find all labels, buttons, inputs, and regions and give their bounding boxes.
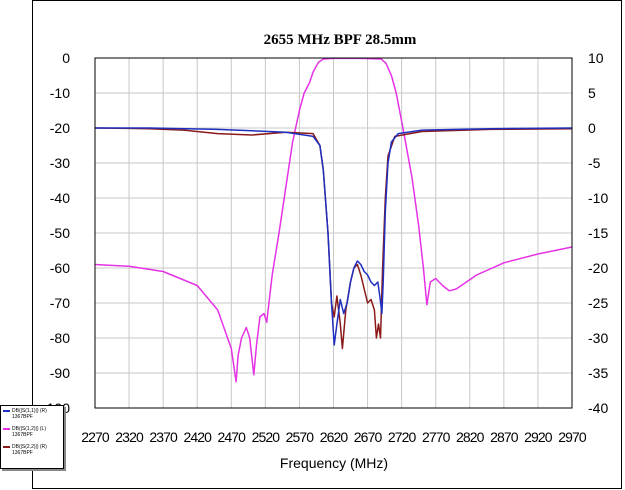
x-tick-label: 2970 xyxy=(558,429,587,445)
x-tick-label: 2320 xyxy=(115,429,144,445)
legend-label-s22: DB(|S(2,2)|) (R) xyxy=(12,444,47,450)
grid xyxy=(95,58,572,408)
series-line-s11 xyxy=(95,127,573,346)
legend-swatch-s22 xyxy=(3,446,10,448)
x-tick-label: 2870 xyxy=(490,429,519,445)
x-axis-ticks: 2270 2320 2370 2420 2470 2520 2570 2620 2670 2720… xyxy=(81,429,588,445)
right-tick-label: -30 xyxy=(588,330,608,346)
right-tick-label: -15 xyxy=(588,225,608,241)
legend-entry-s22[interactable]: DB(|S(2,2)|) (R) 1367BPF xyxy=(3,444,61,456)
right-tick-label: 0 xyxy=(588,120,596,136)
left-tick-label: 0 xyxy=(62,50,70,66)
x-tick-label: 2670 xyxy=(354,429,383,445)
series-layer xyxy=(94,57,573,383)
legend[interactable]: DB(|S(1,1)|) (R) 1367BPF DB(|S(1,2)|) (L… xyxy=(0,405,64,469)
x-tick-label: 2920 xyxy=(524,429,553,445)
x-tick-label: 2420 xyxy=(183,429,212,445)
left-tick-label: -50 xyxy=(50,225,70,241)
right-tick-label: 10 xyxy=(588,50,604,66)
right-tick-label: 5 xyxy=(588,85,596,101)
left-tick-label: -60 xyxy=(50,260,70,276)
plot-border xyxy=(94,57,573,409)
x-tick-label: 2520 xyxy=(252,429,281,445)
right-tick-label: -5 xyxy=(588,155,601,171)
right-tick-label: -10 xyxy=(588,190,608,206)
legend-swatch-s11 xyxy=(3,410,10,412)
right-tick-label: -40 xyxy=(588,400,608,416)
legend-source-s11: 1367BPF xyxy=(12,414,33,420)
legend-entry-s12[interactable]: DB(|S(1,2)|) (L) 1367BPF xyxy=(3,426,61,438)
right-axis-ticks: 10 5 0 -5 -10 -15 -20 -25 -30 -35 -40 xyxy=(588,50,608,416)
left-axis-ticks: 0-10-20-30-40-50-60-70-80-90-100 xyxy=(42,50,70,416)
left-tick-label: -90 xyxy=(50,365,70,381)
x-tick-label: 2770 xyxy=(422,429,451,445)
legend-source-s12: 1367BPF xyxy=(12,432,33,438)
left-tick-label: -30 xyxy=(50,155,70,171)
x-tick-label: 2820 xyxy=(456,429,485,445)
legend-swatch-s12 xyxy=(3,428,10,430)
legend-label-s12: DB(|S(1,2)|) (L) xyxy=(12,426,46,432)
x-tick-label: 2470 xyxy=(218,429,247,445)
left-tick-label: -10 xyxy=(50,85,70,101)
x-axis-label: Frequency (MHz) xyxy=(280,455,388,471)
x-tick-label: 2570 xyxy=(286,429,315,445)
x-tick-label: 2620 xyxy=(320,429,349,445)
right-tick-label: -35 xyxy=(588,365,608,381)
right-tick-label: -25 xyxy=(588,295,608,311)
series-line-s12 xyxy=(94,57,573,383)
left-tick-label: -80 xyxy=(50,330,70,346)
left-tick-label: -40 xyxy=(50,190,70,206)
right-tick-label: -20 xyxy=(588,260,608,276)
chart-title: 2655 MHz BPF 28.5mm xyxy=(264,32,417,48)
left-tick-label: -70 xyxy=(50,295,70,311)
x-tick-label: 2270 xyxy=(81,429,110,445)
left-tick-label: -20 xyxy=(50,120,70,136)
x-tick-label: 2370 xyxy=(149,429,178,445)
x-tick-label: 2720 xyxy=(388,429,417,445)
legend-source-s22: 1367BPF xyxy=(12,450,33,456)
legend-entry-s11[interactable]: DB(|S(1,1)|) (R) 1367BPF xyxy=(3,408,61,420)
legend-label-s11: DB(|S(1,1)|) (R) xyxy=(12,408,47,414)
